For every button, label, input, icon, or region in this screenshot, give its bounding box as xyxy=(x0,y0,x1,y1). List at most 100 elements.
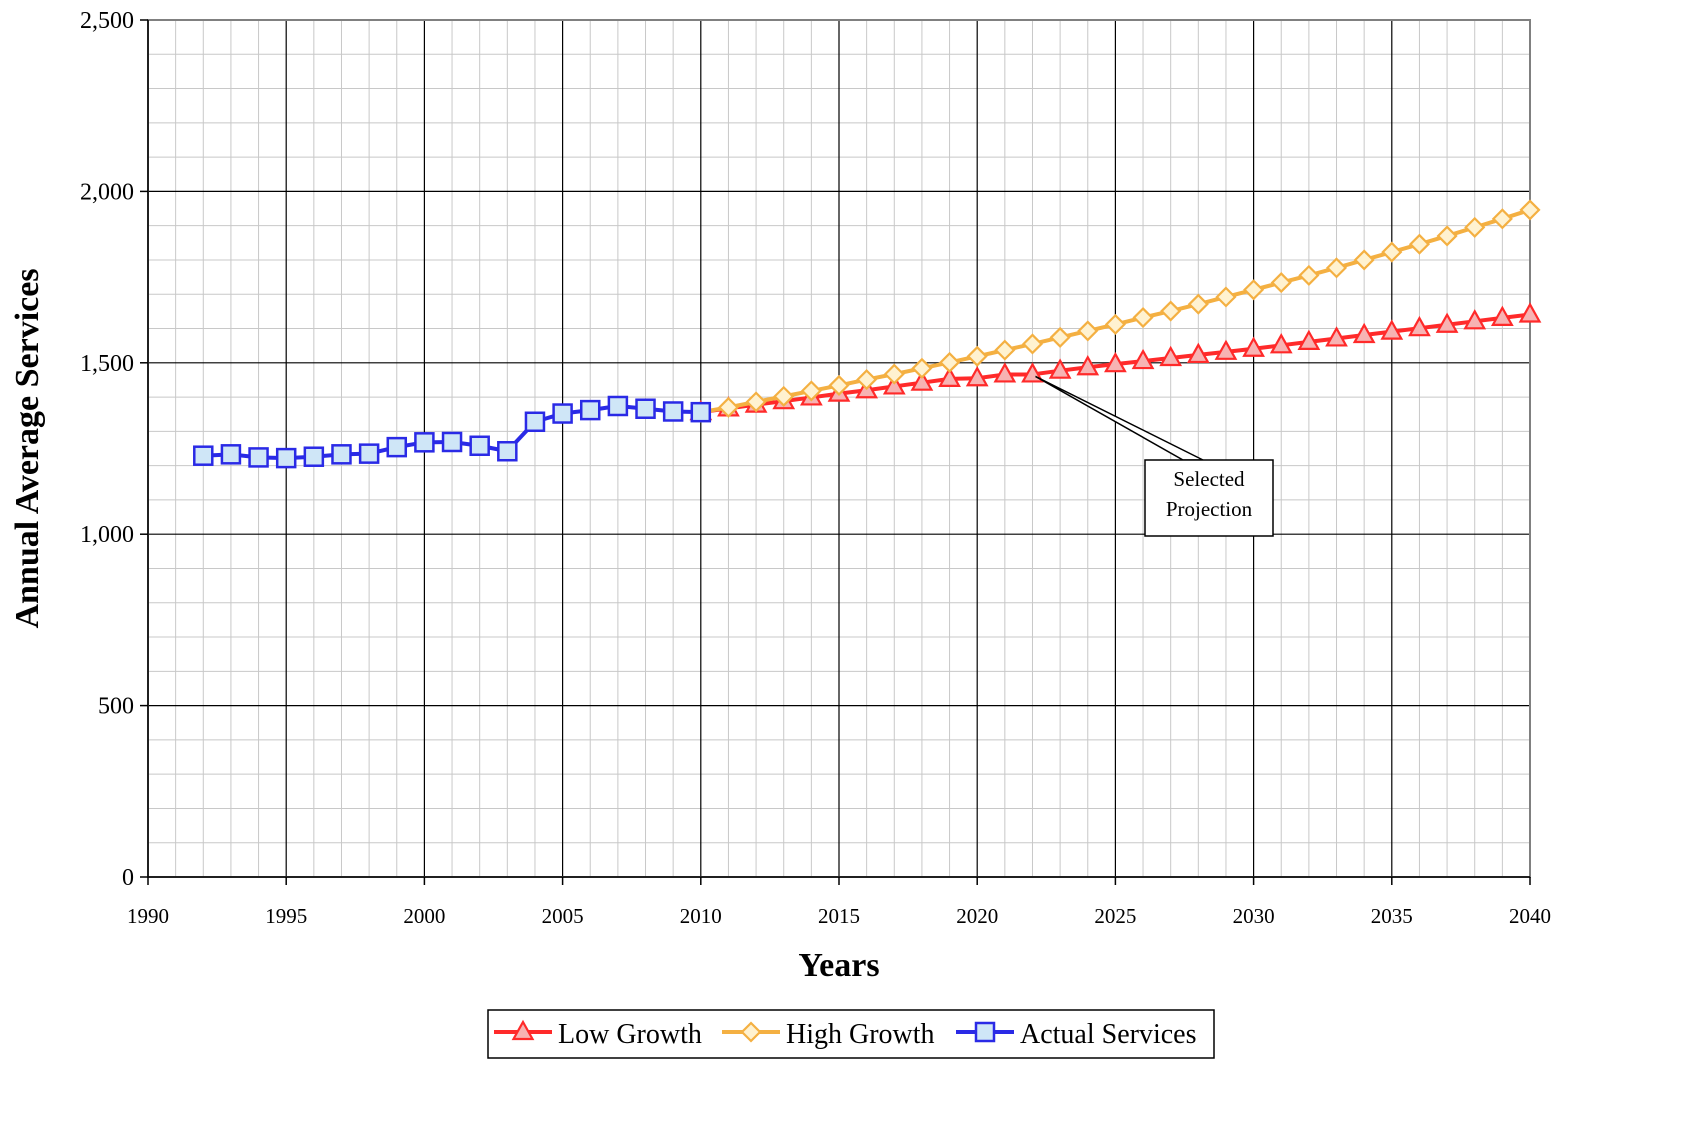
data-point-low-growth xyxy=(1380,319,1404,340)
data-point-high-growth xyxy=(939,351,961,374)
data-point-high-growth xyxy=(1049,326,1071,348)
legend-label-actual-services: Actual Services xyxy=(1020,1019,1197,1050)
data-point-high-growth xyxy=(856,369,878,391)
data-point-low-growth xyxy=(1186,342,1210,364)
data-point-high-growth xyxy=(883,363,905,385)
data-point-high-growth xyxy=(1408,233,1430,255)
x-tick-label: 2015 xyxy=(818,904,860,928)
data-point-high-growth xyxy=(911,357,933,379)
data-point-actual-services xyxy=(414,432,435,453)
x-tick-label: 2035 xyxy=(1371,904,1413,928)
data-point-low-growth xyxy=(993,362,1017,383)
data-point-low-growth xyxy=(1408,315,1431,337)
data-point-actual-services xyxy=(690,401,712,423)
data-point-high-growth xyxy=(1077,320,1099,342)
data-point-low-growth xyxy=(1104,351,1127,373)
data-point-high-growth xyxy=(1187,293,1209,315)
data-point-high-growth xyxy=(1436,225,1458,247)
series-actual-services xyxy=(193,395,712,469)
data-point-actual-services xyxy=(635,398,656,419)
y-tick-label: 1,000 xyxy=(80,522,134,548)
x-axis-title: Years xyxy=(798,947,879,984)
data-point-low-growth xyxy=(1463,309,1487,330)
data-point-low-growth xyxy=(910,370,934,391)
y-tick-label: 0 xyxy=(122,865,134,891)
data-point-high-growth xyxy=(745,391,767,413)
y-tick-label: 500 xyxy=(98,694,134,720)
data-point-low-growth xyxy=(1076,355,1100,376)
x-tick-label: 2020 xyxy=(956,904,998,928)
data-point-actual-services xyxy=(469,435,490,457)
legend-marker-actual-services xyxy=(974,1021,996,1043)
x-tick-label: 1990 xyxy=(127,904,169,928)
data-point-high-growth xyxy=(1243,279,1265,301)
data-point-actual-services xyxy=(552,403,573,424)
major-grid xyxy=(147,19,1531,878)
data-point-low-growth xyxy=(1435,312,1459,333)
legend-item-low-growth: Low Growth xyxy=(494,1019,702,1050)
data-point-high-growth xyxy=(773,385,795,407)
data-point-actual-services xyxy=(579,399,601,421)
data-point-low-growth xyxy=(1518,302,1542,323)
data-point-actual-services xyxy=(662,401,684,422)
x-tick-label: 2000 xyxy=(403,904,445,928)
y-tick-label: 2,000 xyxy=(80,179,134,205)
data-point-low-growth xyxy=(1297,329,1321,350)
legend-item-high-growth: High Growth xyxy=(722,1019,935,1050)
legend-item-actual-services: Actual Services xyxy=(956,1019,1197,1050)
data-point-high-growth xyxy=(828,374,850,396)
legend-swatch-low-growth xyxy=(494,1019,552,1041)
x-tick-label: 1995 xyxy=(265,904,307,928)
data-point-high-growth xyxy=(1215,286,1237,308)
data-point-high-growth xyxy=(1325,257,1348,279)
legend: Low Growth High Growth Actual Services xyxy=(487,1009,1215,1059)
legend-marker-low-growth xyxy=(511,1019,535,1041)
data-point-low-growth xyxy=(1048,358,1072,379)
x-tick-label: 2025 xyxy=(1094,904,1136,928)
x-tick-label: 2005 xyxy=(542,904,584,928)
data-point-high-growth xyxy=(994,339,1016,361)
y-tick-labels: 0 500 1,000 1,500 2,000 2,500 xyxy=(80,8,134,891)
callout-text-line-1: Selected xyxy=(1173,467,1245,491)
data-point-high-growth xyxy=(1021,333,1044,355)
data-point-high-growth xyxy=(800,380,822,402)
data-point-high-growth xyxy=(1381,241,1403,263)
y-tick-label: 1,500 xyxy=(80,351,134,377)
data-point-high-growth xyxy=(1491,208,1513,230)
data-point-low-growth xyxy=(1242,336,1265,357)
data-point-actual-services xyxy=(386,436,408,458)
data-point-high-growth xyxy=(717,396,739,418)
selected-projection-callout: Selected Projection xyxy=(1035,375,1274,537)
data-point-actual-services xyxy=(497,440,518,462)
data-point-high-growth xyxy=(1104,313,1126,335)
data-point-actual-services xyxy=(248,447,269,468)
data-point-actual-services xyxy=(275,447,297,469)
legend-label-low-growth: Low Growth xyxy=(558,1019,702,1050)
data-point-low-growth xyxy=(1325,326,1348,347)
data-point-high-growth xyxy=(1160,300,1182,322)
data-point-low-growth xyxy=(1269,333,1293,354)
x-tick-label: 2010 xyxy=(680,904,722,928)
legend-box xyxy=(487,1009,1215,1059)
data-point-actual-services xyxy=(358,443,380,464)
x-tick-label: 2040 xyxy=(1509,904,1551,928)
data-point-high-growth xyxy=(1353,249,1375,271)
data-point-high-growth xyxy=(1270,272,1292,294)
data-point-low-growth xyxy=(1352,322,1376,344)
legend-label-high-growth: High Growth xyxy=(786,1019,935,1050)
legend-swatch-actual-services xyxy=(956,1021,1014,1043)
y-tick-label: 2,500 xyxy=(80,8,134,34)
data-point-low-growth xyxy=(1490,305,1514,326)
x-tick-labels: 1990 1995 2000 2005 2010 2015 2020 2025 2030 2035… xyxy=(127,904,1551,928)
data-point-low-growth xyxy=(1214,339,1238,360)
data-point-actual-services xyxy=(331,444,352,465)
y-axis-title: Annual Average Services xyxy=(9,268,46,628)
data-point-low-growth xyxy=(882,374,906,395)
x-tick-label: 2030 xyxy=(1233,904,1275,928)
data-point-actual-services xyxy=(607,395,629,417)
data-point-actual-services xyxy=(193,445,214,466)
data-point-high-growth xyxy=(1464,216,1486,238)
data-point-actual-services xyxy=(303,446,325,467)
data-point-actual-services xyxy=(220,444,242,465)
